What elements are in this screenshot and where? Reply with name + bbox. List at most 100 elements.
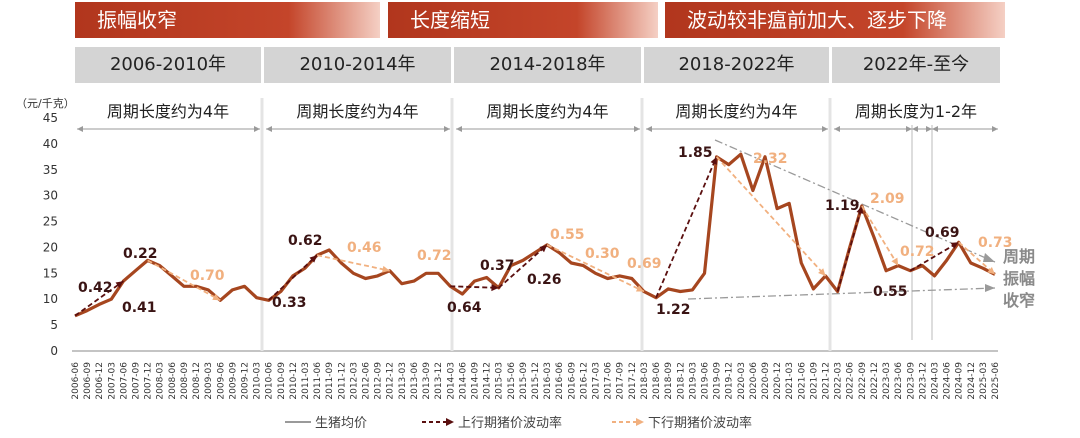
upturn-volatility-label: 0.37 xyxy=(480,258,515,274)
x-tick-label: 2015-12 xyxy=(531,362,541,400)
x-tick-label: 2016-09 xyxy=(567,362,577,400)
x-tick-label: 2008-12 xyxy=(192,362,202,400)
upturn-segment-arrow xyxy=(950,242,959,249)
cycle-span-arrow-right xyxy=(906,126,912,132)
upturn-volatility-label: 0.26 xyxy=(527,272,562,288)
upturn-segment-arrow xyxy=(309,255,318,263)
downturn-segment-arrow xyxy=(891,257,899,266)
x-tick-label: 2009-12 xyxy=(240,362,250,400)
upturn-volatility-label: 0.41 xyxy=(122,300,157,316)
y-tick-label: 20 xyxy=(43,240,58,254)
x-tick-label: 2025-06 xyxy=(991,362,1001,400)
x-tick-label: 2007-06 xyxy=(119,362,129,400)
x-tick-label: 2022-09 xyxy=(858,362,868,400)
x-tick-label: 2011-09 xyxy=(325,362,335,400)
x-tick-label: 2012-03 xyxy=(349,362,359,400)
x-tick-label: 2021-06 xyxy=(797,362,807,400)
banner-length-shortening: 长度缩短 xyxy=(388,2,658,38)
x-tick-label: 2019-09 xyxy=(713,362,723,400)
y-axis-unit: （元/千克） xyxy=(16,97,75,110)
x-tick-label: 2024-06 xyxy=(943,362,953,400)
x-tick-label: 2018-03 xyxy=(640,362,650,400)
x-tick-label: 2013-03 xyxy=(398,362,408,400)
x-tick-label: 2012-06 xyxy=(362,362,372,400)
legend-up-swatch xyxy=(422,417,454,426)
upturn-segment-arrow xyxy=(710,156,717,165)
legend: 生猪均价 xyxy=(285,412,367,431)
x-tick-label: 2009-06 xyxy=(216,362,226,400)
x-tick-label: 2011-06 xyxy=(313,362,323,400)
x-tick-label: 2018-12 xyxy=(676,362,686,400)
x-tick-label: 2007-09 xyxy=(132,362,142,400)
x-tick-label: 2020-12 xyxy=(773,362,783,400)
upturn-volatility-label: 1.19 xyxy=(825,198,860,214)
legend-up-label: 上行期猪价波动率 xyxy=(458,416,563,431)
upturn-segment-arrow xyxy=(856,206,864,214)
x-tick-label: 2012-12 xyxy=(386,362,396,400)
period-2006-2010: 2006-2010年 xyxy=(75,47,261,83)
downturn-segment-arrow xyxy=(818,268,826,276)
upturn-volatility-label: 0.62 xyxy=(288,233,323,249)
x-tick-label: 2024-09 xyxy=(955,362,965,400)
upturn-segment xyxy=(268,254,318,301)
downturn-volatility-label: 0.72 xyxy=(417,248,452,264)
x-tick-label: 2011-12 xyxy=(337,362,347,400)
upturn-segment-arrow xyxy=(115,281,124,289)
y-tick-label: 5 xyxy=(50,318,58,332)
downturn-volatility-label: 2.09 xyxy=(870,191,905,207)
cycle-span-arrow-left xyxy=(912,126,918,132)
upturn-volatility-label: 1.22 xyxy=(656,302,691,318)
x-tick-label: 2016-06 xyxy=(555,362,565,400)
x-tick-label: 2008-09 xyxy=(180,362,190,400)
downturn-segment-arrow xyxy=(987,266,995,275)
x-tick-label: 2007-12 xyxy=(144,362,154,400)
y-tick-label: 15 xyxy=(43,266,58,280)
upturn-segment xyxy=(498,244,548,289)
downturn-volatility-label: 0.69 xyxy=(627,256,662,272)
x-tick-label: 2024-12 xyxy=(967,362,977,400)
x-tick-label: 2014-03 xyxy=(446,362,456,400)
x-tick-label: 2017-06 xyxy=(604,362,614,400)
cycle-length-label-4: 周期长度约为4年 xyxy=(675,102,798,121)
x-tick-label: 2010-09 xyxy=(277,362,287,400)
cycle-span-arrow-right xyxy=(444,126,450,132)
downturn-segment-arrow xyxy=(635,285,644,292)
downturn-segment xyxy=(546,244,645,293)
x-tick-label: 2012-09 xyxy=(374,362,384,400)
y-tick-label: 35 xyxy=(43,163,58,177)
legend-down: 下行期猪价波动率 xyxy=(612,412,752,431)
upturn-volatility-label: 0.55 xyxy=(873,284,908,300)
downturn-volatility-label: 0.30 xyxy=(585,246,620,262)
cycle-length-label-5: 周期长度为1-2年 xyxy=(854,102,978,121)
side-note-line: 周期 xyxy=(1003,247,1035,266)
cycle-span-arrow-right xyxy=(992,126,998,132)
x-tick-label: 2021-12 xyxy=(822,362,832,400)
cycle-span-arrow-right xyxy=(634,126,640,132)
legend-price-swatch xyxy=(285,420,311,423)
upturn-segment-arrow xyxy=(491,284,499,292)
upturn-volatility-label: 0.22 xyxy=(123,246,158,262)
y-tick-label: 25 xyxy=(43,215,58,229)
cycle-span-arrow-left xyxy=(932,126,938,132)
x-tick-label: 2023-12 xyxy=(918,362,928,400)
x-tick-label: 2013-06 xyxy=(410,362,420,400)
x-tick-label: 2019-12 xyxy=(725,362,735,400)
x-tick-label: 2010-12 xyxy=(289,362,299,400)
downturn-segment xyxy=(316,254,390,272)
downturn-segment xyxy=(715,156,827,277)
x-tick-label: 2020-03 xyxy=(737,362,747,400)
downturn-segment xyxy=(861,205,899,267)
x-tick-label: 2015-09 xyxy=(519,362,529,400)
upturn-segment xyxy=(655,156,718,299)
series-line-pig-price xyxy=(74,152,996,318)
cycle-span-arrow-left xyxy=(834,126,840,132)
downturn-segment-arrow xyxy=(381,265,390,273)
x-tick-label: 2015-03 xyxy=(495,362,505,400)
cycle-span-arrow-right xyxy=(822,126,828,132)
x-tick-label: 2018-06 xyxy=(652,362,662,400)
x-tick-label: 2015-06 xyxy=(507,362,517,400)
x-tick-label: 2006-09 xyxy=(83,362,93,400)
cycle-length-label-2: 周期长度约为4年 xyxy=(296,102,419,121)
x-tick-label: 2010-03 xyxy=(253,362,263,400)
